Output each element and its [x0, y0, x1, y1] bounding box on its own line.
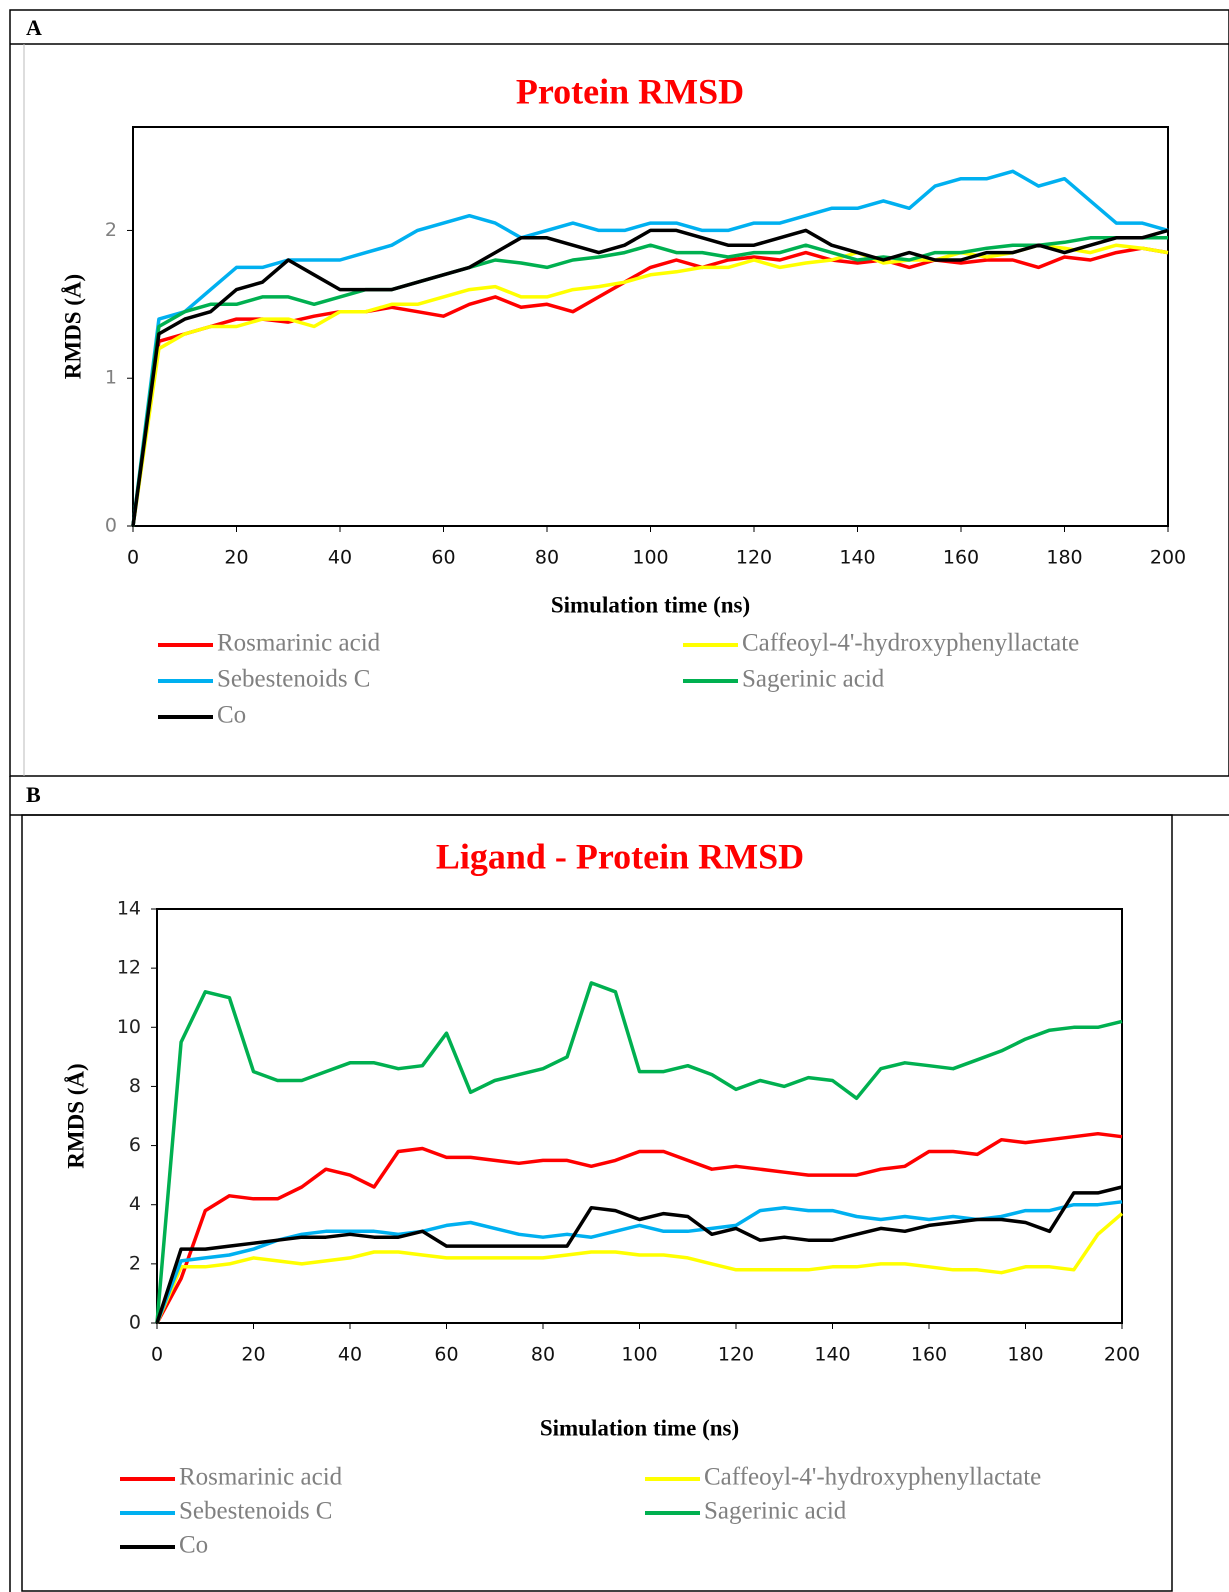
x-tick-label: 160: [943, 547, 979, 569]
x-tick-label: 60: [431, 547, 455, 569]
x-tick-label: 180: [1007, 1344, 1043, 1366]
x-axis-label: Simulation time (ns): [540, 1415, 739, 1440]
x-tick-label: 180: [1046, 547, 1082, 569]
chart-title: Ligand - Protein RMSD: [436, 836, 804, 876]
y-tick-label: 10: [117, 1016, 141, 1038]
x-axis-label: Simulation time (ns): [551, 592, 750, 617]
x-tick-label: 200: [1150, 547, 1186, 569]
y-axis-label: RMDS (Å): [63, 1063, 88, 1168]
x-tick-label: 200: [1104, 1344, 1140, 1366]
series-line: [155, 1185, 1123, 1324]
legend-label: Sagerinic acid: [742, 666, 885, 693]
x-tick-label: 0: [127, 547, 139, 569]
x-tick-label: 160: [911, 1344, 947, 1366]
series-line: [131, 169, 1169, 527]
plot-frame: [156, 908, 1123, 1324]
y-tick-label: 2: [105, 219, 117, 241]
y-tick-label: 2: [129, 1252, 141, 1274]
panel-b-frame: [21, 814, 1173, 1592]
series-line: [155, 1131, 1123, 1324]
legend-label: Co: [179, 1532, 208, 1559]
series-line: [155, 1200, 1123, 1324]
legend-label: Rosmarinic acid: [179, 1464, 343, 1491]
panel-label: A: [26, 15, 42, 40]
x-tick-label: 60: [434, 1344, 458, 1366]
x-tick-label: 80: [535, 547, 559, 569]
series-line: [131, 246, 1169, 527]
x-tick-label: 140: [814, 1344, 850, 1366]
legend-label: Caffeoyl-4'-hydroxyphenyllactate: [704, 1464, 1041, 1491]
legend-label: Co: [217, 702, 246, 729]
series-line: [155, 1212, 1124, 1324]
plot-frame: [132, 126, 1169, 527]
x-tick-label: 40: [338, 1344, 362, 1366]
panel-a-frame: [9, 9, 1229, 777]
legend-label: Sebestenoids C: [179, 1498, 332, 1525]
y-tick-label: 6: [129, 1134, 141, 1156]
x-tick-label: 0: [151, 1344, 163, 1366]
y-tick-label: 8: [129, 1075, 141, 1097]
y-tick-label: 14: [117, 898, 141, 920]
x-tick-label: 80: [531, 1344, 555, 1366]
panel-label: B: [26, 782, 41, 807]
y-tick-label: 0: [105, 515, 117, 537]
series-line: [131, 236, 1168, 527]
x-tick-label: 20: [224, 547, 248, 569]
legend-label: Rosmarinic acid: [217, 630, 381, 657]
x-tick-label: 120: [736, 547, 772, 569]
x-tick-label: 100: [621, 1344, 657, 1366]
y-tick-label: 4: [129, 1193, 141, 1215]
chart-title: Protein RMSD: [516, 71, 744, 111]
series-line: [155, 981, 1123, 1324]
legend-label: Sagerinic acid: [704, 1498, 847, 1525]
x-tick-label: 40: [328, 547, 352, 569]
y-tick-label: 12: [117, 957, 141, 979]
legend-label: Caffeoyl-4'-hydroxyphenyllactate: [742, 630, 1079, 657]
y-tick-label: 1: [105, 367, 117, 389]
x-tick-label: 100: [632, 547, 668, 569]
x-tick-label: 120: [718, 1344, 754, 1366]
legend-label: Sebestenoids C: [217, 666, 370, 693]
y-tick-label: 0: [129, 1312, 141, 1334]
series-line: [131, 228, 1169, 527]
series-line: [131, 243, 1169, 527]
x-tick-label: 140: [839, 547, 875, 569]
x-tick-label: 20: [241, 1344, 265, 1366]
y-axis-label: RMDS (Å): [60, 274, 85, 379]
